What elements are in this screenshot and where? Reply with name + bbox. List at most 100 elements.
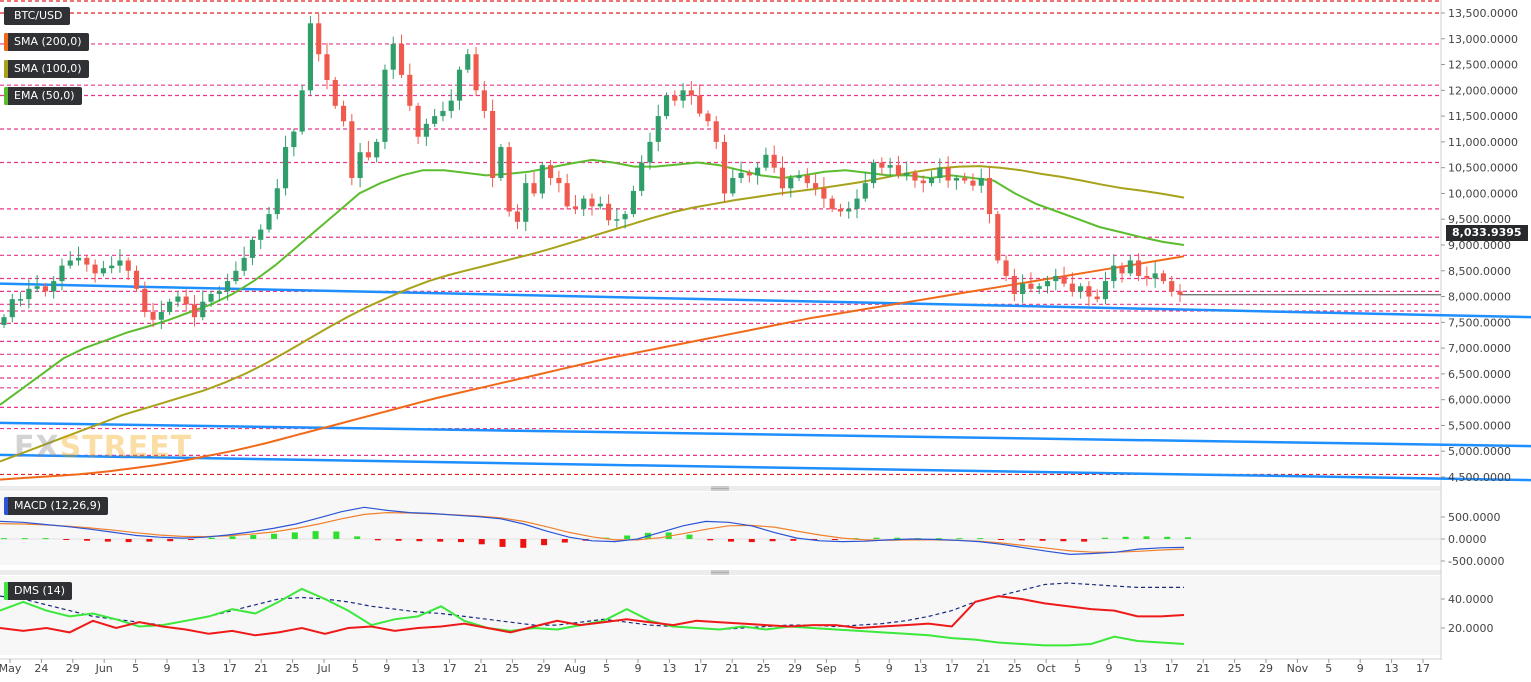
candle-body (705, 113, 711, 122)
ema50-label[interactable]: EMA (50,0) (4, 87, 82, 105)
candle-body (846, 208, 852, 212)
y-tick-label: 12,000.0000 (1448, 84, 1518, 97)
macd-histogram-bar (229, 536, 236, 539)
candle-body (1152, 273, 1158, 279)
x-tick-label: 25 (1008, 662, 1022, 675)
candle-body (1169, 281, 1175, 292)
y-tick-label: 5,500.0000 (1448, 419, 1511, 432)
candle-body (365, 152, 371, 158)
candle-body (200, 301, 206, 318)
candle-body (697, 95, 703, 114)
macd-histogram-bar (520, 539, 527, 548)
sma100-label[interactable]: SMA (100,0) (4, 60, 89, 78)
x-tick-label: 5 (352, 662, 359, 675)
candle-body (1053, 275, 1059, 282)
candle-body (1, 317, 7, 325)
candle-body (266, 214, 272, 230)
candle-body (340, 105, 347, 122)
macd-histogram-bar (167, 539, 174, 542)
macd-histogram-bar (1, 538, 7, 540)
x-tick-label: 17 (223, 662, 237, 675)
candle-body (655, 116, 661, 142)
ema50-line (0, 158, 1185, 406)
sma200-text: SMA (200,0) (14, 35, 82, 48)
candle-body (854, 198, 860, 209)
macd-histogram-bar (728, 539, 735, 542)
x-tick-label: 5 (1074, 662, 1081, 675)
watermark-fx: FX (14, 430, 60, 465)
sma200-swatch (4, 33, 8, 51)
macd-histogram-bar (831, 539, 838, 540)
macd-histogram-bar (1018, 539, 1025, 541)
candle-body (465, 54, 471, 70)
x-tick-label: 17 (945, 662, 959, 675)
candle-body (564, 183, 570, 207)
candle-body (506, 147, 512, 212)
candle-body (829, 198, 835, 209)
macd-label[interactable]: MACD (12,26,9) (4, 497, 109, 515)
x-tick-label: Nov (1287, 662, 1309, 675)
candle-body (299, 90, 305, 132)
candle-body (448, 100, 454, 111)
candle-body (167, 301, 173, 313)
x-tick-label: 29 (1259, 662, 1273, 675)
x-tick-label: 9 (164, 662, 171, 675)
x-tick-label: 17 (443, 662, 457, 675)
y-tick-label: 6,500.0000 (1448, 368, 1511, 381)
candle-body (738, 172, 744, 178)
macd-histogram-bar (457, 539, 464, 543)
macd-histogram-bar (790, 539, 797, 541)
watermark-street: STREET (59, 430, 193, 465)
macd-histogram-bar (63, 539, 70, 540)
x-tick-label: 21 (1196, 662, 1210, 675)
x-tick-label: 17 (1416, 662, 1430, 675)
candle-body (208, 293, 214, 302)
trendline (0, 421, 1531, 448)
macd-histogram-bar (624, 535, 631, 539)
candle-body (233, 270, 239, 282)
candle-body (398, 43, 405, 75)
x-tick-label: 25 (505, 662, 519, 675)
candle-body (630, 190, 636, 215)
dms-y-tick-label: 40.0000 (1448, 593, 1494, 606)
candle-body (316, 23, 322, 55)
symbol-label[interactable]: BTC/USD (4, 7, 70, 25)
candle-body (142, 288, 148, 313)
sma200-label[interactable]: SMA (200,0) (4, 33, 89, 51)
candle-body (175, 296, 181, 302)
macd-histogram-bar (478, 539, 485, 545)
candle-body (945, 167, 951, 181)
candle-body (117, 260, 123, 266)
candle-body (837, 208, 844, 212)
macd-histogram-bar (21, 538, 28, 540)
candle-body (1036, 286, 1042, 289)
candle-body (895, 165, 901, 176)
candle-body (498, 147, 504, 178)
macd-histogram-bar (894, 537, 901, 539)
x-tick-label: Sep (816, 662, 837, 675)
candle-body (456, 69, 463, 101)
macd-histogram-bar (312, 531, 319, 539)
x-tick-label: 13 (1385, 662, 1399, 675)
dms-label[interactable]: DMS (14) (4, 582, 73, 600)
candle-body (531, 183, 537, 194)
candle-body (1086, 286, 1092, 297)
macd-histogram-bar (1143, 536, 1150, 539)
candle-body (589, 198, 595, 207)
y-tick-label: 8,000.0000 (1448, 291, 1511, 304)
candle-body (349, 121, 355, 178)
macd-histogram-bar (146, 539, 153, 542)
x-tick-label: Oct (1037, 662, 1057, 675)
candle-body (34, 286, 40, 289)
candle-body (539, 165, 545, 194)
candle-body (249, 239, 256, 258)
candle-body (597, 203, 603, 207)
macd-histogram-bar (499, 539, 506, 547)
candle-body (1011, 275, 1017, 294)
candle-body (821, 188, 827, 199)
candle-body (556, 177, 562, 184)
candle-body (871, 162, 877, 184)
x-tick-label: 24 (34, 662, 48, 675)
candle-body (324, 54, 330, 81)
